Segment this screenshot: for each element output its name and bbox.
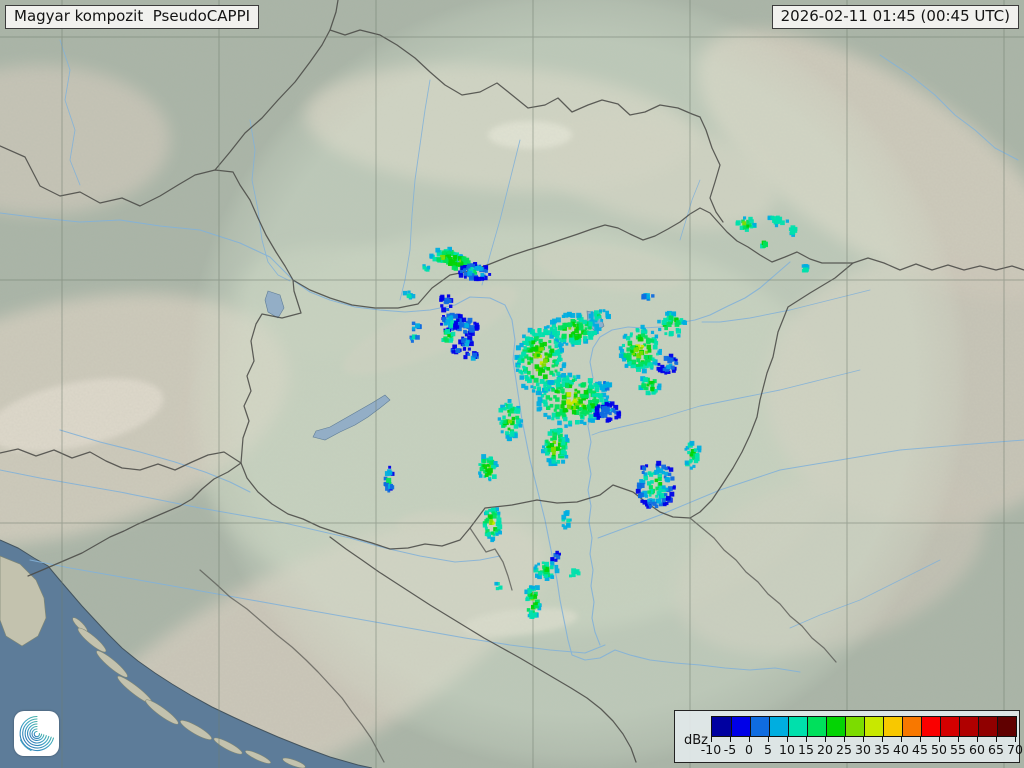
legend-tick-label: 55 (950, 742, 966, 757)
legend-tick (1015, 736, 1016, 742)
legend-tick (920, 736, 921, 742)
hungaromet-logo (14, 711, 59, 756)
legend-tick-label: -5 (723, 742, 737, 757)
legend-tick (996, 736, 997, 742)
legend-tick (711, 736, 712, 742)
legend-tick (768, 736, 769, 742)
legend-color-cell (826, 717, 845, 736)
legend-color-cell (997, 717, 1016, 736)
legend-color-cell (807, 717, 826, 736)
dbz-tick-marks (711, 736, 1017, 742)
legend-tick-label: 5 (764, 742, 772, 757)
legend-tick-label: 10 (779, 742, 795, 757)
legend-color-cell (940, 717, 959, 736)
legend-tick-label: 35 (874, 742, 890, 757)
legend-color-cell (712, 717, 731, 736)
legend-tick-label: 15 (798, 742, 814, 757)
legend-tick (825, 736, 826, 742)
dbz-color-bar (711, 716, 1017, 737)
radar-coverage-circle (186, 0, 970, 768)
legend-tick (882, 736, 883, 742)
legend-tick (958, 736, 959, 742)
legend-color-cell (769, 717, 788, 736)
legend-color-cell (731, 717, 750, 736)
legend-tick (749, 736, 750, 742)
legend-color-cell (845, 717, 864, 736)
legend-color-cell (978, 717, 997, 736)
radar-echoes (383, 215, 810, 619)
adriatic-sea (0, 539, 373, 768)
legend-tick (901, 736, 902, 742)
legend-tick-label: 70 (1007, 742, 1023, 757)
dbz-tick-labels: -10 -5 0 5 10 15 20 25 30 35 40 45 50 55 60 65 70 (701, 742, 1023, 758)
legend-color-cell (902, 717, 921, 736)
legend-tick-label: -10 (700, 742, 722, 757)
legend-tick-label: 65 (988, 742, 1004, 757)
legend-tick (844, 736, 845, 742)
legend-color-cell (864, 717, 883, 736)
legend-tick-label: 30 (855, 742, 871, 757)
legend-color-cell (883, 717, 902, 736)
dbz-unit-label: dBz (684, 733, 708, 748)
legend-tick (730, 736, 731, 742)
legend-color-cell (788, 717, 807, 736)
legend-tick-label: 40 (893, 742, 909, 757)
legend-tick-label: 0 (745, 742, 753, 757)
legend-tick-label: 45 (912, 742, 928, 757)
legend-tick (863, 736, 864, 742)
product-title-label: Magyar kompozit PseudoCAPPI (5, 5, 260, 29)
legend-tick-label: 20 (817, 742, 833, 757)
legend-tick-label: 60 (969, 742, 985, 757)
legend-tick-label: 50 (931, 742, 947, 757)
legend-tick (977, 736, 978, 742)
legend-color-cell (750, 717, 769, 736)
legend-tick (787, 736, 788, 742)
legend-tick (939, 736, 940, 742)
dbz-legend: dBz -10 -5 0 5 10 15 20 25 30 35 40 45 50 55 60 65 70 (674, 710, 1023, 763)
legend-color-cell (921, 717, 940, 736)
legend-tick-label: 25 (836, 742, 852, 757)
timestamp-label: 2026-02-11 01:45 (00:45 UTC) (771, 5, 1019, 29)
spiral-logo-icon (19, 715, 55, 752)
legend-tick (806, 736, 807, 742)
legend-color-cell (959, 717, 978, 736)
rivers (0, 39, 1024, 673)
